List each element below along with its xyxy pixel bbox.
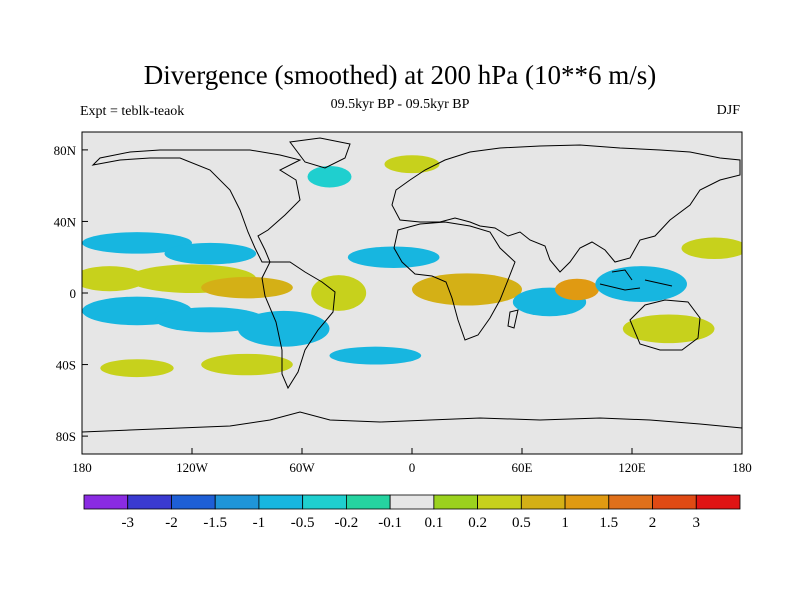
divergence-anomaly xyxy=(622,314,715,344)
x-tick-label: 0 xyxy=(409,460,416,475)
divergence-anomaly xyxy=(82,266,147,292)
colorbar-label: 1.5 xyxy=(599,515,618,531)
colorbar-swatch xyxy=(171,494,216,510)
colorbar-swatch xyxy=(652,494,697,510)
colorbar-swatch xyxy=(345,494,391,510)
colorbar-swatch xyxy=(520,494,566,510)
divergence-anomaly xyxy=(237,310,330,347)
y-tick-label: 40S xyxy=(56,358,76,373)
experiment-label: Expt = teblk-teaok xyxy=(80,104,185,119)
divergence-anomaly xyxy=(329,346,422,365)
colorbar-label: -0.2 xyxy=(335,515,359,531)
colorbar-label: -0.5 xyxy=(291,515,315,531)
divergence-anomaly xyxy=(595,266,688,302)
colorbar-swatch xyxy=(127,494,172,510)
australia-coast xyxy=(629,299,701,351)
divergence-anomaly xyxy=(100,359,174,378)
divergence-anomaly xyxy=(164,242,257,265)
divergence-anomaly xyxy=(412,273,522,306)
colorbar-swatch xyxy=(477,494,522,510)
madagascar-coast xyxy=(507,309,519,329)
x-tick-label: 60E xyxy=(512,460,533,475)
y-tick-label: 80N xyxy=(54,143,77,158)
colorbar-label: 2 xyxy=(649,515,657,531)
colorbar-swatch xyxy=(83,494,129,510)
colorbar: -3 -2 -1.5 -1 -0.5 -0.2 -0.1 0.1 0.2 0.5 1 1.5 2 3 xyxy=(83,494,741,531)
africa-coast xyxy=(393,221,516,341)
divergence-anomaly xyxy=(347,246,440,268)
divergence-anomaly xyxy=(82,232,192,254)
season-label: DJF xyxy=(716,103,740,118)
south-america-coast xyxy=(261,261,336,390)
colorbar-swatch xyxy=(564,494,610,510)
colorbar-swatch xyxy=(433,494,479,510)
divergence-anomaly xyxy=(307,165,352,188)
divergence-anomaly xyxy=(155,307,266,333)
divergence-field xyxy=(82,155,742,378)
y-tick-label: 40N xyxy=(54,214,77,229)
colorbar-swatch xyxy=(214,494,260,510)
x-tick-label: 60W xyxy=(289,460,315,475)
x-tick-label: 120E xyxy=(618,460,646,475)
colorbar-swatch xyxy=(302,494,347,510)
y-tick-label: 0 xyxy=(70,286,77,301)
y-tick-label: 80S xyxy=(56,429,76,444)
greenland-coast xyxy=(289,137,351,169)
colorbar-label: 0.1 xyxy=(424,515,443,531)
colorbar-label: -0.1 xyxy=(378,515,402,531)
colorbar-swatch xyxy=(389,494,435,510)
north-america-coast xyxy=(91,149,302,263)
indonesia-coast xyxy=(599,269,673,291)
colorbar-label: -1 xyxy=(253,515,266,531)
colorbar-swatch xyxy=(608,494,653,510)
x-tick-label: 120W xyxy=(176,460,209,475)
colorbar-label: 3 xyxy=(693,515,701,531)
divergence-anomaly xyxy=(681,237,742,260)
divergence-anomaly xyxy=(201,276,293,299)
colorbar-swatch xyxy=(695,494,741,510)
divergence-anomaly xyxy=(555,278,599,301)
colorbar-label: 0.2 xyxy=(468,515,487,531)
chart-subtitle: 09.5kyr BP - 09.5kyr BP xyxy=(330,97,470,112)
x-tick-label: 180 xyxy=(732,460,752,475)
colorbar-label: 0.5 xyxy=(512,515,531,531)
colorbar-swatch xyxy=(258,494,304,510)
antarctica-coast xyxy=(82,411,742,433)
colorbar-label: -1.5 xyxy=(203,515,227,531)
chart-title: Divergence (smoothed) at 200 hPa (10**6 … xyxy=(143,60,657,90)
eurasia-coast xyxy=(391,144,741,273)
divergence-anomaly xyxy=(384,155,440,174)
x-tick-label: 180 xyxy=(72,460,92,475)
map-axes: 180 120W 60W 0 60E 120E 180 80N 40N 0 40S 80S xyxy=(54,143,752,475)
divergence-anomaly xyxy=(201,353,293,376)
colorbar-label: -3 xyxy=(121,515,134,531)
colorbar-label: -2 xyxy=(165,515,178,531)
colorbar-label: 1 xyxy=(561,515,569,531)
coastlines xyxy=(82,137,742,433)
